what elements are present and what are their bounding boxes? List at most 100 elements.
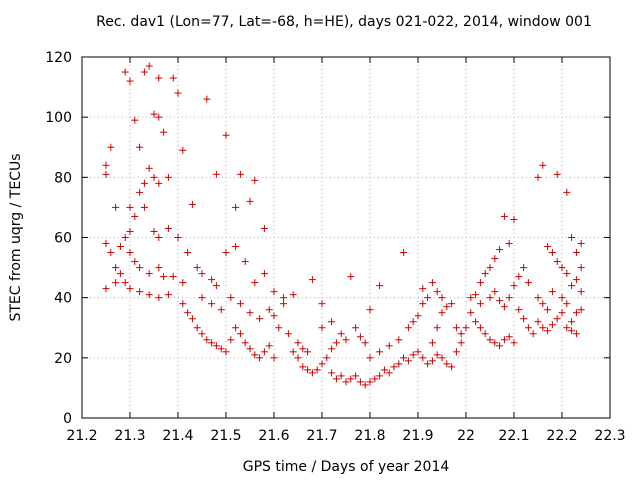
data-point [136,143,144,151]
data-point [328,345,336,353]
data-point [337,372,345,380]
data-point [486,336,494,344]
data-point [568,327,576,335]
y-tick-label: 40 [54,291,72,307]
data-point [366,354,374,362]
data-point [246,197,254,205]
data-point [304,348,312,356]
data-point [251,176,259,184]
x-tick-label: 22.2 [546,428,577,444]
data-point [400,249,408,257]
data-point [361,381,369,389]
data-point [121,234,129,241]
data-point [539,324,547,332]
data-point [496,297,504,305]
data-point [486,264,494,272]
data-point [534,294,542,302]
data-point [208,276,216,284]
data-point [251,279,259,287]
data-point [419,300,427,308]
data-point [174,234,182,241]
data-point [438,354,446,362]
data-point [457,330,465,338]
data-point [534,318,542,326]
x-tick-label: 22.1 [498,428,529,444]
data-point [404,324,412,332]
data-point [476,324,484,332]
data-point [174,89,182,97]
data-point [179,300,187,308]
x-tick-label: 22 [457,428,475,444]
data-point [342,378,350,386]
data-point [558,294,566,302]
data-point [145,291,153,299]
data-point [428,339,436,347]
data-point [385,369,393,377]
data-point [572,309,580,317]
data-point [246,309,254,317]
data-point [572,330,580,338]
data-point [496,246,504,254]
data-point [116,270,124,278]
y-axis-label: STEC from uqrg / TECUs [8,153,24,321]
data-point [232,324,240,332]
data-point [212,282,220,290]
data-point [188,200,196,208]
data-point [332,375,340,383]
data-point [179,279,187,287]
y-tick-label: 120 [45,50,72,66]
data-point [505,333,513,341]
y-tick-label: 80 [54,170,72,186]
data-point [160,273,168,281]
data-point [472,291,480,299]
data-point [102,161,110,169]
y-tick-label: 0 [63,411,72,427]
data-point [198,270,206,278]
data-point [577,264,585,272]
data-point [126,249,134,257]
data-point [553,170,561,178]
data-point [553,315,561,323]
data-point [155,294,163,302]
data-point [491,339,499,347]
data-point [428,279,436,287]
data-point [332,339,340,347]
data-point [577,306,585,314]
data-point [491,288,499,296]
data-point [328,369,336,377]
data-point [280,294,288,302]
data-point [313,366,321,374]
data-point [169,273,177,281]
data-point [160,128,168,136]
data-point [241,339,249,347]
data-point [227,294,235,302]
data-point [155,74,163,82]
data-point [198,294,206,302]
data-point [232,203,240,211]
data-point [136,288,144,296]
data-point [164,291,172,299]
data-point [107,249,115,257]
data-point [366,306,374,314]
y-tick-label: 60 [54,231,72,247]
data-point [294,339,302,347]
data-point [164,173,172,181]
data-point [155,179,163,187]
data-point [126,285,134,293]
data-point [577,240,585,248]
data-point [256,354,264,362]
data-point [289,291,297,299]
data-point [126,227,134,235]
data-point [352,324,360,332]
data-point [476,300,484,308]
data-point [179,146,187,154]
x-axis-label: GPS time / Days of year 2014 [243,459,450,475]
x-tick-label: 21.4 [162,428,193,444]
data-point [260,348,268,356]
data-point [395,336,403,344]
data-point [222,249,230,257]
data-point [515,306,523,314]
data-point [404,357,412,365]
data-point [481,330,489,338]
data-point [419,354,427,362]
